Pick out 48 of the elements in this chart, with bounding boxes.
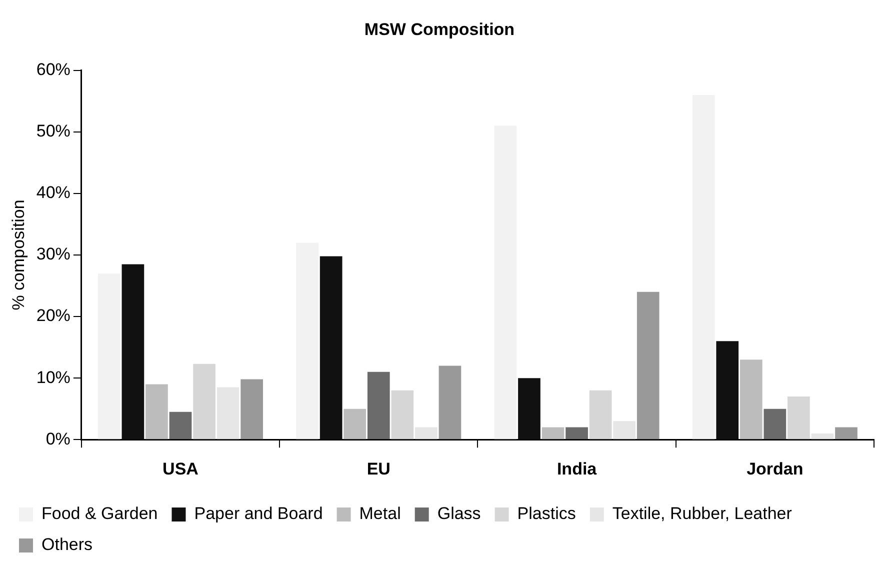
bar — [344, 408, 366, 440]
bar — [320, 256, 342, 440]
x-tick-label: India — [556, 459, 598, 478]
bar — [367, 372, 390, 440]
legend-label: Textile, Rubber, Leather — [612, 504, 792, 524]
legend-label: Food & Garden — [42, 504, 158, 524]
bar — [764, 408, 786, 440]
bar — [636, 292, 660, 440]
bar — [193, 364, 216, 440]
bar — [740, 360, 762, 440]
y-tick-label: 50% — [36, 122, 70, 141]
y-tick-label: 20% — [36, 306, 70, 326]
bar — [566, 427, 588, 440]
y-tick-label: 30% — [36, 244, 70, 264]
bar — [169, 412, 192, 440]
bar — [122, 264, 144, 440]
bar — [613, 421, 636, 440]
bar — [438, 366, 462, 440]
bar — [240, 379, 264, 440]
bar — [788, 396, 810, 440]
bar — [494, 126, 517, 440]
y-tick-label: 0% — [46, 429, 70, 448]
y-tick-label: 40% — [36, 183, 70, 202]
bar — [146, 384, 168, 440]
bar — [518, 378, 540, 440]
bar — [415, 427, 438, 440]
legend-label: Paper and Board — [194, 504, 323, 524]
chart-title: MSW Composition — [364, 20, 515, 39]
bar — [542, 427, 564, 440]
legend-label: Plastics — [517, 504, 576, 524]
legend-label: Others — [42, 535, 93, 554]
y-tick-label: 10% — [36, 368, 70, 387]
x-tick-label: EU — [366, 459, 390, 478]
x-tick-label: USA — [162, 459, 198, 478]
bar — [391, 390, 414, 440]
bar — [296, 242, 318, 440]
bar — [589, 390, 612, 440]
bar — [98, 273, 120, 440]
y-tick-label: 60% — [36, 60, 70, 80]
bar — [216, 387, 240, 440]
bar — [716, 341, 739, 440]
y-axis-title: % composition — [8, 200, 28, 310]
bar — [692, 95, 715, 440]
legend-label: Metal — [359, 504, 401, 524]
legend-label: Glass — [437, 504, 481, 524]
bar — [835, 427, 858, 440]
bar — [811, 433, 834, 440]
x-tick-label: Jordan — [746, 459, 804, 478]
